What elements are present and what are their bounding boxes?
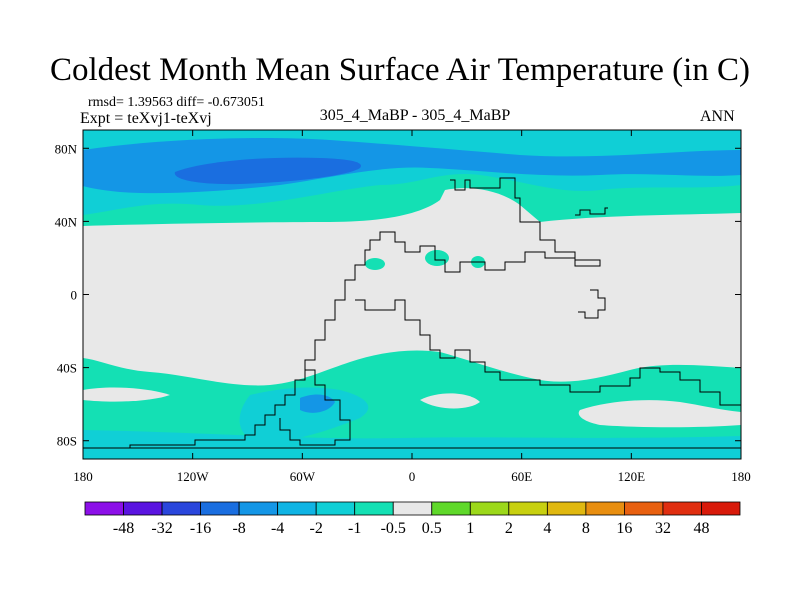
colorbar: -48 -32 -16 -8 -4 -2 -1 -0.5 0.5 1 2 4 8 16 32 48 <box>84 501 741 537</box>
y-tick-label: 80N <box>55 141 78 156</box>
colorbar-swatch <box>392 501 433 516</box>
field-mid-grey <box>83 188 741 386</box>
experiment-line: Expt = teXvj1-teXvj <box>80 110 212 127</box>
x-tick-label: 60W <box>290 469 316 484</box>
center-label: 305_4_MaBP - 305_4_MaBP <box>319 107 511 124</box>
field-south-grey-3 <box>83 387 170 402</box>
colorbar-swatch <box>546 501 587 516</box>
colorbar-swatch <box>123 501 163 516</box>
y-tick-label: 40N <box>55 214 78 229</box>
colorbar-label: -1 <box>348 520 361 537</box>
colorbar-swatch <box>161 501 201 516</box>
field-south-cyan <box>239 387 369 443</box>
colorbar-label: -32 <box>151 520 172 537</box>
field-blob-2 <box>425 250 449 266</box>
x-tick-label: 120W <box>177 469 210 484</box>
colorbar-label: 0.5 <box>422 520 442 537</box>
colorbar-label: 8 <box>582 520 590 537</box>
colorbar-swatch <box>508 501 548 516</box>
stats-line: rmsd= 1.39563 diff= -0.673051 <box>88 95 265 110</box>
x-tick-label: 0 <box>409 469 416 484</box>
colorbar-swatch <box>624 501 664 516</box>
colorbar-label: -4 <box>271 520 284 537</box>
chart-title: Coldest Month Mean Surface Air Temperatu… <box>50 52 750 88</box>
season-label: ANN <box>700 108 735 125</box>
field-south-grey-2 <box>578 400 741 428</box>
colorbar-label: 1 <box>466 520 474 537</box>
coastlines <box>83 177 741 449</box>
colorbar-swatch <box>701 501 741 516</box>
map-field <box>83 130 741 459</box>
field-south-band <box>83 430 741 459</box>
colorbar-label: 32 <box>655 520 671 537</box>
y-tick-label: 0 <box>71 288 78 303</box>
colorbar-label: -2 <box>310 520 323 537</box>
colorbar-label: -8 <box>232 520 245 537</box>
field-north-darkblue <box>174 157 361 185</box>
x-tick-label: 180 <box>731 469 751 484</box>
field-blob-1 <box>365 258 385 270</box>
x-tick-label: 180 <box>73 469 93 484</box>
colorbar-label: 2 <box>505 520 513 537</box>
colorbar-swatch <box>469 501 510 516</box>
colorbar-swatch <box>354 501 394 516</box>
colorbar-label: 48 <box>693 520 709 537</box>
colorbar-swatch <box>431 501 471 516</box>
colorbar-swatch <box>277 501 317 516</box>
colorbar-label: -16 <box>190 520 211 537</box>
x-tick-label: 120E <box>618 469 646 484</box>
colorbar-label: 16 <box>616 520 632 537</box>
x-axis: 180 120W 60W 0 60E 120E 180 <box>73 130 751 484</box>
colorbar-swatch <box>585 501 625 516</box>
colorbar-swatch <box>315 501 356 516</box>
colorbar-label: -0.5 <box>381 520 406 537</box>
field-south-grey-1 <box>420 393 480 409</box>
y-axis: 80N 40N 0 40S 80S <box>55 141 741 449</box>
colorbar-label: -48 <box>113 520 134 537</box>
colorbar-label: 4 <box>543 520 551 537</box>
x-tick-label: 60E <box>511 469 532 484</box>
colorbar-swatch <box>84 501 124 516</box>
field-south-blue-patch <box>300 394 335 413</box>
colorbar-swatch <box>662 501 702 516</box>
colorbar-swatch <box>200 501 240 516</box>
y-tick-label: 80S <box>57 434 77 449</box>
y-tick-label: 40S <box>57 361 77 376</box>
colorbar-swatch <box>238 501 279 516</box>
